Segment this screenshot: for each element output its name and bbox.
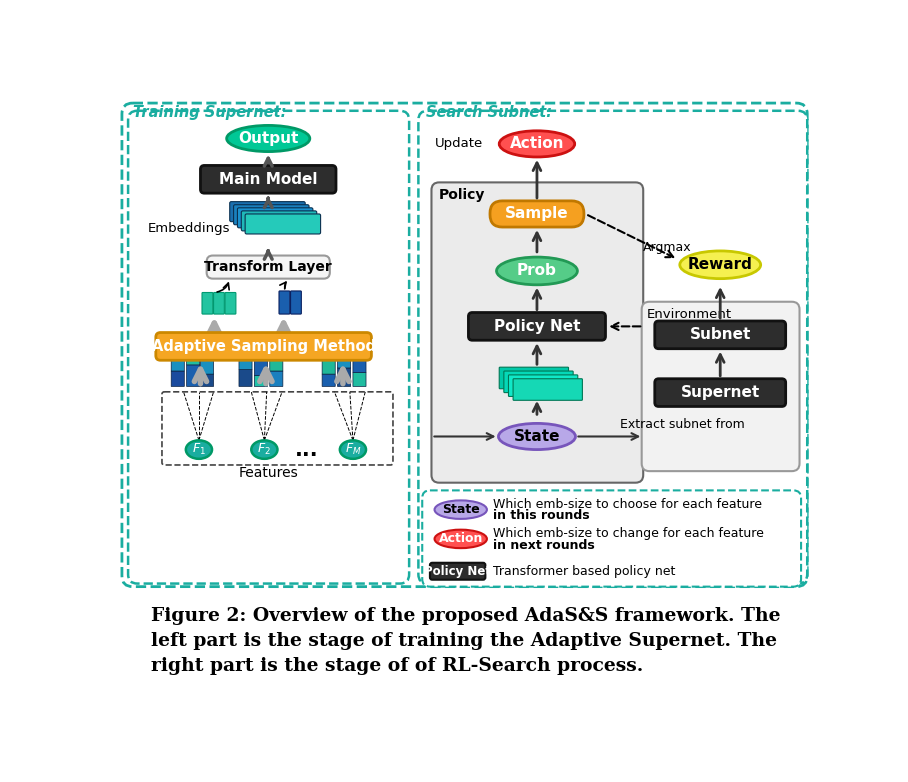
- Text: Environment: Environment: [647, 308, 732, 321]
- FancyBboxPatch shape: [422, 490, 801, 586]
- FancyBboxPatch shape: [122, 103, 807, 586]
- Ellipse shape: [435, 529, 487, 548]
- Text: Supernet: Supernet: [681, 385, 760, 400]
- Ellipse shape: [252, 440, 278, 459]
- Text: Embeddings: Embeddings: [148, 222, 230, 235]
- Ellipse shape: [227, 125, 310, 152]
- Text: Reward: Reward: [687, 257, 753, 272]
- Text: Argmax: Argmax: [643, 242, 692, 254]
- Ellipse shape: [186, 440, 212, 459]
- Text: Subnet: Subnet: [689, 328, 751, 343]
- Ellipse shape: [680, 251, 761, 278]
- FancyBboxPatch shape: [230, 202, 305, 221]
- FancyBboxPatch shape: [237, 208, 313, 228]
- FancyBboxPatch shape: [187, 356, 200, 365]
- FancyBboxPatch shape: [429, 563, 486, 579]
- FancyBboxPatch shape: [239, 370, 252, 386]
- FancyBboxPatch shape: [213, 292, 224, 314]
- Text: Policy Net: Policy Net: [494, 319, 580, 334]
- FancyBboxPatch shape: [270, 371, 283, 386]
- FancyBboxPatch shape: [419, 111, 807, 583]
- FancyBboxPatch shape: [655, 378, 785, 407]
- FancyBboxPatch shape: [353, 346, 366, 357]
- FancyBboxPatch shape: [201, 374, 213, 386]
- FancyBboxPatch shape: [338, 357, 350, 368]
- FancyBboxPatch shape: [202, 292, 212, 314]
- Text: Transform Layer: Transform Layer: [204, 260, 332, 274]
- Text: Adaptive Sampling Method: Adaptive Sampling Method: [152, 339, 376, 354]
- Ellipse shape: [435, 500, 487, 519]
- Text: Extract subnet from: Extract subnet from: [620, 418, 745, 432]
- Text: Search Subnet:: Search Subnet:: [426, 105, 552, 120]
- FancyBboxPatch shape: [242, 211, 317, 231]
- FancyBboxPatch shape: [254, 357, 268, 375]
- Text: in this rounds: in this rounds: [493, 509, 589, 522]
- Text: Action: Action: [509, 136, 564, 152]
- FancyBboxPatch shape: [469, 313, 606, 340]
- FancyBboxPatch shape: [239, 357, 252, 370]
- FancyBboxPatch shape: [504, 371, 573, 393]
- FancyBboxPatch shape: [499, 368, 568, 389]
- Text: Prob: Prob: [517, 264, 557, 278]
- FancyBboxPatch shape: [245, 214, 321, 234]
- FancyBboxPatch shape: [431, 182, 643, 482]
- Text: ...: ...: [295, 439, 319, 460]
- FancyBboxPatch shape: [201, 348, 213, 357]
- Ellipse shape: [498, 423, 576, 450]
- FancyBboxPatch shape: [172, 371, 184, 386]
- FancyBboxPatch shape: [128, 111, 410, 583]
- FancyBboxPatch shape: [291, 291, 301, 314]
- Text: $F_1$: $F_1$: [192, 442, 206, 457]
- Text: $F_2$: $F_2$: [258, 442, 271, 457]
- FancyBboxPatch shape: [225, 292, 236, 314]
- Text: Transformer based policy net: Transformer based policy net: [493, 565, 676, 578]
- Ellipse shape: [497, 257, 577, 285]
- Text: Policy Net: Policy Net: [424, 565, 491, 578]
- FancyBboxPatch shape: [172, 361, 184, 371]
- Text: Sample: Sample: [505, 206, 568, 221]
- FancyBboxPatch shape: [233, 205, 309, 224]
- Text: Output: Output: [238, 131, 299, 146]
- FancyBboxPatch shape: [254, 343, 268, 357]
- FancyBboxPatch shape: [642, 302, 800, 471]
- FancyBboxPatch shape: [156, 332, 371, 361]
- Text: Which emb-size to choose for each feature: Which emb-size to choose for each featur…: [493, 498, 762, 511]
- FancyBboxPatch shape: [201, 357, 213, 374]
- FancyBboxPatch shape: [353, 372, 366, 386]
- FancyBboxPatch shape: [508, 375, 577, 396]
- FancyBboxPatch shape: [322, 359, 335, 374]
- FancyBboxPatch shape: [655, 321, 785, 349]
- Text: State: State: [442, 503, 479, 516]
- Text: Action: Action: [439, 533, 483, 545]
- FancyBboxPatch shape: [490, 201, 584, 227]
- Text: Training Supernet:: Training Supernet:: [133, 105, 286, 120]
- FancyBboxPatch shape: [322, 374, 335, 386]
- Ellipse shape: [499, 131, 575, 157]
- FancyBboxPatch shape: [513, 378, 582, 400]
- Text: in next rounds: in next rounds: [493, 539, 595, 551]
- FancyBboxPatch shape: [353, 357, 366, 372]
- Text: Main Model: Main Model: [219, 172, 318, 187]
- FancyBboxPatch shape: [270, 343, 283, 361]
- Ellipse shape: [340, 440, 366, 459]
- FancyBboxPatch shape: [207, 256, 330, 278]
- Text: Update: Update: [435, 138, 484, 150]
- FancyBboxPatch shape: [187, 343, 200, 356]
- FancyBboxPatch shape: [338, 368, 350, 386]
- Text: Figure 2: Overview of the proposed AdaS&S framework. The
left part is the stage : Figure 2: Overview of the proposed AdaS&…: [151, 607, 780, 675]
- Text: State: State: [514, 429, 560, 444]
- FancyBboxPatch shape: [338, 345, 350, 357]
- Text: Features: Features: [239, 465, 298, 479]
- FancyBboxPatch shape: [239, 342, 252, 357]
- FancyBboxPatch shape: [172, 346, 184, 361]
- Text: $F_M$: $F_M$: [345, 442, 361, 457]
- FancyBboxPatch shape: [270, 361, 283, 371]
- Text: Policy: Policy: [439, 188, 486, 202]
- FancyBboxPatch shape: [187, 365, 200, 386]
- Text: Which emb-size to change for each feature: Which emb-size to change for each featur…: [493, 527, 764, 540]
- FancyBboxPatch shape: [279, 291, 290, 314]
- FancyBboxPatch shape: [254, 375, 268, 386]
- FancyBboxPatch shape: [201, 166, 336, 193]
